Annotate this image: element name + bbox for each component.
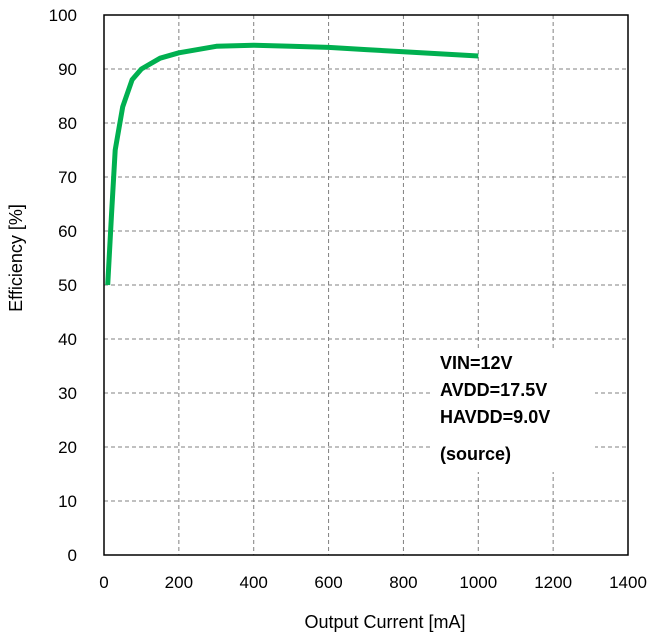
annotation-line-4: (source) [440, 444, 511, 464]
series-group [105, 42, 479, 286]
x-tick-label: 800 [389, 573, 417, 592]
annotation-line-1: VIN=12V [440, 353, 513, 373]
annotation-line-2: AVDD=17.5V [440, 380, 547, 400]
x-tick-label: 0 [99, 573, 108, 592]
x-tick-label: 600 [314, 573, 342, 592]
x-axis-tick-labels: 0 200 400 600 800 1000 1200 1400 [99, 573, 647, 592]
x-tick-label: 1400 [609, 573, 647, 592]
y-tick-label: 70 [58, 168, 77, 187]
y-axis-tick-labels: 0 10 20 30 40 50 60 70 80 90 100 [49, 6, 77, 565]
y-tick-label: 40 [58, 330, 77, 349]
x-tick-label: 200 [165, 573, 193, 592]
annotation-background [430, 348, 595, 472]
grid-lines [104, 15, 628, 555]
y-tick-label: 90 [58, 60, 77, 79]
plot-area-frame [103, 14, 629, 556]
x-tick-label: 1200 [534, 573, 572, 592]
y-axis-title: Efficiency [%] [6, 204, 26, 312]
y-tick-label: 50 [58, 276, 77, 295]
y-tick-label: 30 [58, 384, 77, 403]
y-tick-label: 0 [68, 546, 77, 565]
x-tick-label: 1000 [459, 573, 497, 592]
y-tick-label: 20 [58, 438, 77, 457]
annotation-line-3: HAVDD=9.0V [440, 407, 550, 427]
x-axis-title: Output Current [mA] [304, 612, 465, 632]
y-tick-label: 80 [58, 114, 77, 133]
series-line-efficiency [105, 42, 479, 286]
y-tick-label: 10 [58, 492, 77, 511]
y-tick-label: 100 [49, 6, 77, 25]
x-tick-label: 400 [240, 573, 268, 592]
y-tick-label: 60 [58, 222, 77, 241]
